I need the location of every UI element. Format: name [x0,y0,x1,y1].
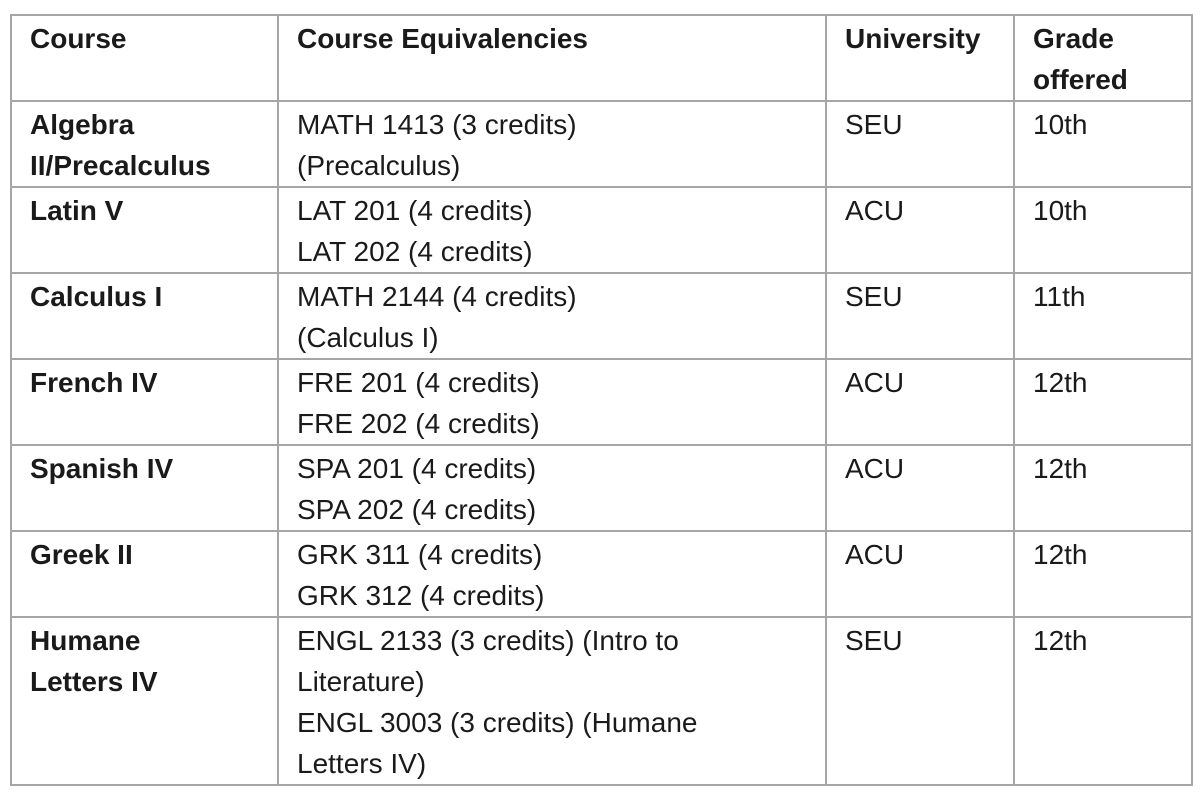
university-cell: ACU [825,444,1015,532]
equivalency-cell: GRK 311 (4 credits) GRK 312 (4 credits) [277,530,827,618]
course-cell: Calculus I [10,272,279,360]
equivalency-cell: SPA 201 (4 credits) SPA 202 (4 credits) [277,444,827,532]
column-header-university: University [825,14,1015,102]
course-cell: Humane Letters IV [10,616,279,786]
course-cell: Spanish IV [10,444,279,532]
course-cell: French IV [10,358,279,446]
grade-cell: 12th [1013,358,1193,446]
equivalency-cell: MATH 1413 (3 credits) (Precalculus) [277,100,827,188]
grade-cell: 12th [1013,444,1193,532]
university-cell: SEU [825,100,1015,188]
table-row: Greek II GRK 311 (4 credits) GRK 312 (4 … [10,530,1193,618]
university-cell: ACU [825,358,1015,446]
equivalency-line: (Calculus I) [297,322,439,353]
equivalency-line: MATH 1413 (3 credits) [297,109,577,140]
grade-cell: 10th [1013,186,1193,274]
equivalency-line: GRK 312 (4 credits) [297,580,545,611]
course-cell: Algebra II/Precalculus [10,100,279,188]
equivalency-line: SPA 202 (4 credits) [297,494,537,525]
course-equivalency-table-container: Course Course Equivalencies University G… [10,14,1193,786]
university-cell: ACU [825,186,1015,274]
university-cell: ACU [825,530,1015,618]
grade-cell: 10th [1013,100,1193,188]
table-header-row: Course Course Equivalencies University G… [10,14,1193,102]
equivalency-line: MATH 2144 (4 credits) [297,281,577,312]
grade-cell: 12th [1013,616,1193,786]
column-header-course: Course [10,14,279,102]
equivalency-cell: FRE 201 (4 credits) FRE 202 (4 credits) [277,358,827,446]
equivalency-line: ENGL 2133 (3 credits) (Intro to Literatu… [297,625,679,697]
column-header-course-equivalencies: Course Equivalencies [277,14,827,102]
course-equivalency-table: Course Course Equivalencies University G… [10,14,1193,786]
table-row: Latin V LAT 201 (4 credits) LAT 202 (4 c… [10,186,1193,274]
equivalency-line: LAT 202 (4 credits) [297,236,533,267]
equivalency-cell: LAT 201 (4 credits) LAT 202 (4 credits) [277,186,827,274]
equivalency-cell: MATH 2144 (4 credits) (Calculus I) [277,272,827,360]
table-row: French IV FRE 201 (4 credits) FRE 202 (4… [10,358,1193,446]
equivalency-line: FRE 202 (4 credits) [297,408,540,439]
grade-cell: 11th [1013,272,1193,360]
course-cell: Latin V [10,186,279,274]
table-row: Spanish IV SPA 201 (4 credits) SPA 202 (… [10,444,1193,532]
grade-cell: 12th [1013,530,1193,618]
equivalency-line: (Precalculus) [297,150,461,181]
equivalency-line: FRE 201 (4 credits) [297,367,540,398]
equivalency-line: LAT 201 (4 credits) [297,195,533,226]
table-row: Calculus I MATH 2144 (4 credits) (Calcul… [10,272,1193,360]
equivalency-cell: ENGL 2133 (3 credits) (Intro to Literatu… [277,616,827,786]
university-cell: SEU [825,272,1015,360]
equivalency-line: SPA 201 (4 credits) [297,453,537,484]
equivalency-line: GRK 311 (4 credits) [297,539,543,570]
course-cell: Greek II [10,530,279,618]
equivalency-line: ENGL 3003 (3 credits) (Humane Letters IV… [297,707,698,779]
table-row: Algebra II/Precalculus MATH 1413 (3 cred… [10,100,1193,188]
university-cell: SEU [825,616,1015,786]
table-row: Humane Letters IV ENGL 2133 (3 credits) … [10,616,1193,786]
column-header-grade-offered: Grade offered [1013,14,1193,102]
